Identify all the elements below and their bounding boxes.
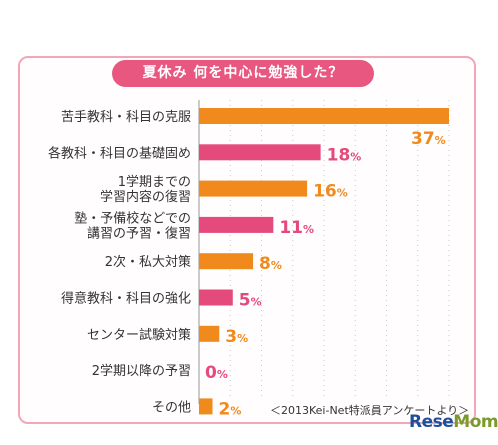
category-label: 2次・私大対策	[105, 254, 191, 270]
value-label: 37%	[411, 129, 446, 149]
bar	[199, 325, 220, 342]
value-label: 0%	[205, 363, 228, 383]
value-label: 16%	[313, 182, 348, 202]
bar	[199, 253, 254, 270]
category-label: 1学期までの学習内容の復習	[100, 174, 191, 205]
category-label: センター試験対策	[87, 327, 191, 343]
bar	[199, 398, 213, 415]
value-label: 8%	[259, 254, 282, 274]
category-label: 2学期以降の予習	[92, 363, 191, 379]
bar	[199, 216, 274, 233]
category-label: 塾・予備校などでの講習の予習・復習	[74, 210, 191, 241]
source-note: ＜2013Kei-Net特派員アンケートより＞	[270, 404, 470, 417]
category-label: その他	[152, 400, 191, 415]
bar	[199, 108, 449, 124]
chart-title: 夏休み 何を中心に勉強した？	[112, 60, 374, 87]
value-label: 3%	[225, 327, 248, 347]
value-label: 2%	[219, 399, 242, 419]
bar	[199, 180, 308, 197]
value-label: 11%	[279, 218, 314, 238]
value-label: 18%	[327, 145, 362, 165]
value-label: 5%	[239, 291, 262, 311]
resemom-logo: ReseMom	[409, 412, 498, 432]
category-label: 得意教科・科目の強化	[61, 291, 191, 307]
category-label: 苦手教科・科目の克服	[61, 109, 191, 125]
bar	[199, 144, 321, 161]
category-label: 各教科・科目の基礎固め	[48, 145, 191, 161]
bar	[199, 289, 233, 306]
